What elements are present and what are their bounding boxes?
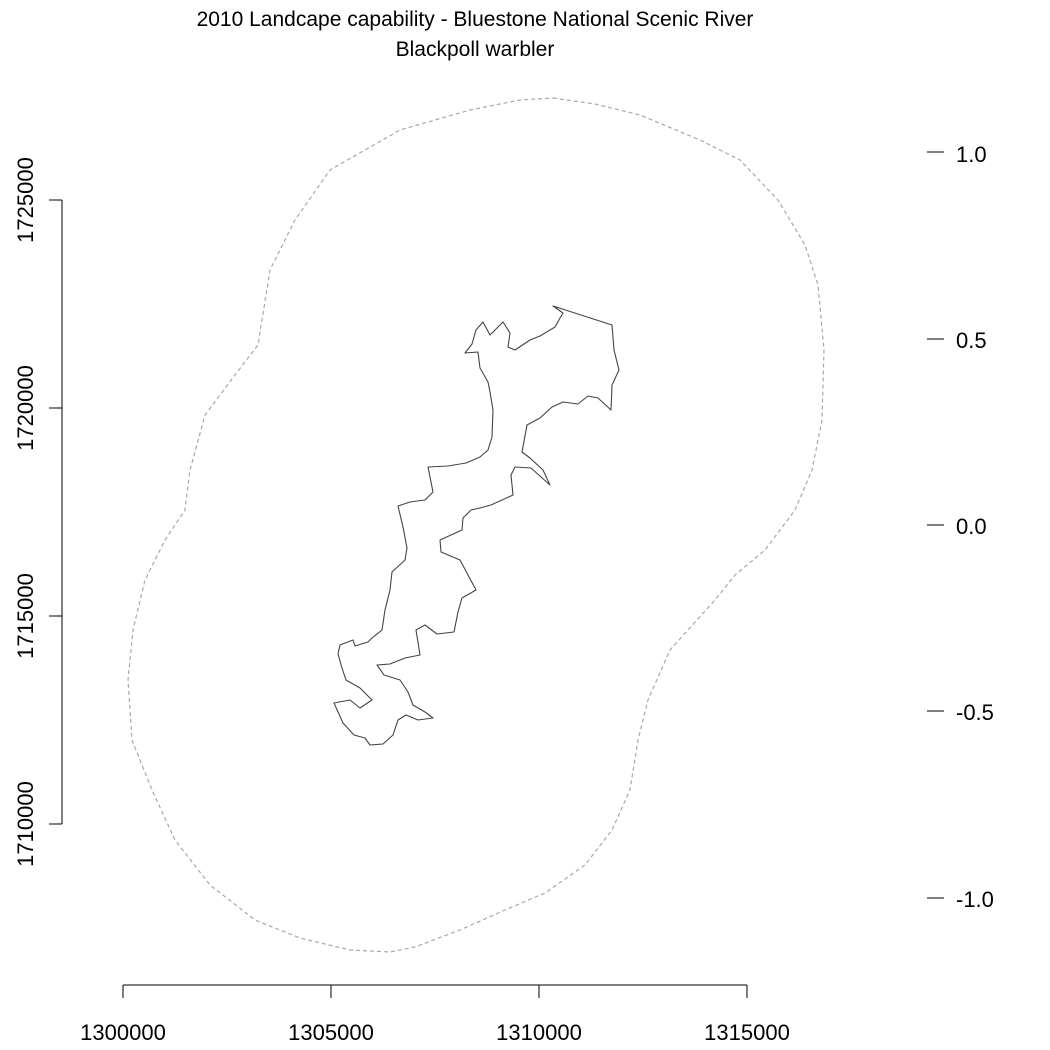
x-tick-label: 1305000 [288,1020,374,1045]
x-tick-label: 1310000 [496,1020,582,1045]
y-tick-label: 1720000 [13,365,38,451]
y-tick-label: 1725000 [13,157,38,243]
map-subtitle: Blackpoll warbler [396,38,555,61]
legend-tick-label: 1.0 [956,142,987,167]
legend-tick-label: 0.5 [956,328,987,353]
legend-tick-label: -0.5 [956,700,994,725]
buffer-boundary [127,97,825,953]
x-axis: 1300000 1305000 1310000 1315000 [80,984,790,1045]
legend-scale: 1.0 0.5 0.0 -0.5 -1.0 [927,142,994,912]
x-tick-label: 1300000 [80,1020,166,1045]
park-boundary [333,305,620,746]
y-tick-label: 1715000 [13,573,38,659]
map-title: 2010 Landcape capability - Bluestone Nat… [197,8,754,31]
x-tick-label: 1315000 [704,1020,790,1045]
legend-tick-label: -1.0 [956,887,994,912]
y-tick-label: 1710000 [13,781,38,867]
y-axis: 1710000 1715000 1720000 1725000 [13,157,63,867]
legend-tick-label: 0.0 [956,514,987,539]
